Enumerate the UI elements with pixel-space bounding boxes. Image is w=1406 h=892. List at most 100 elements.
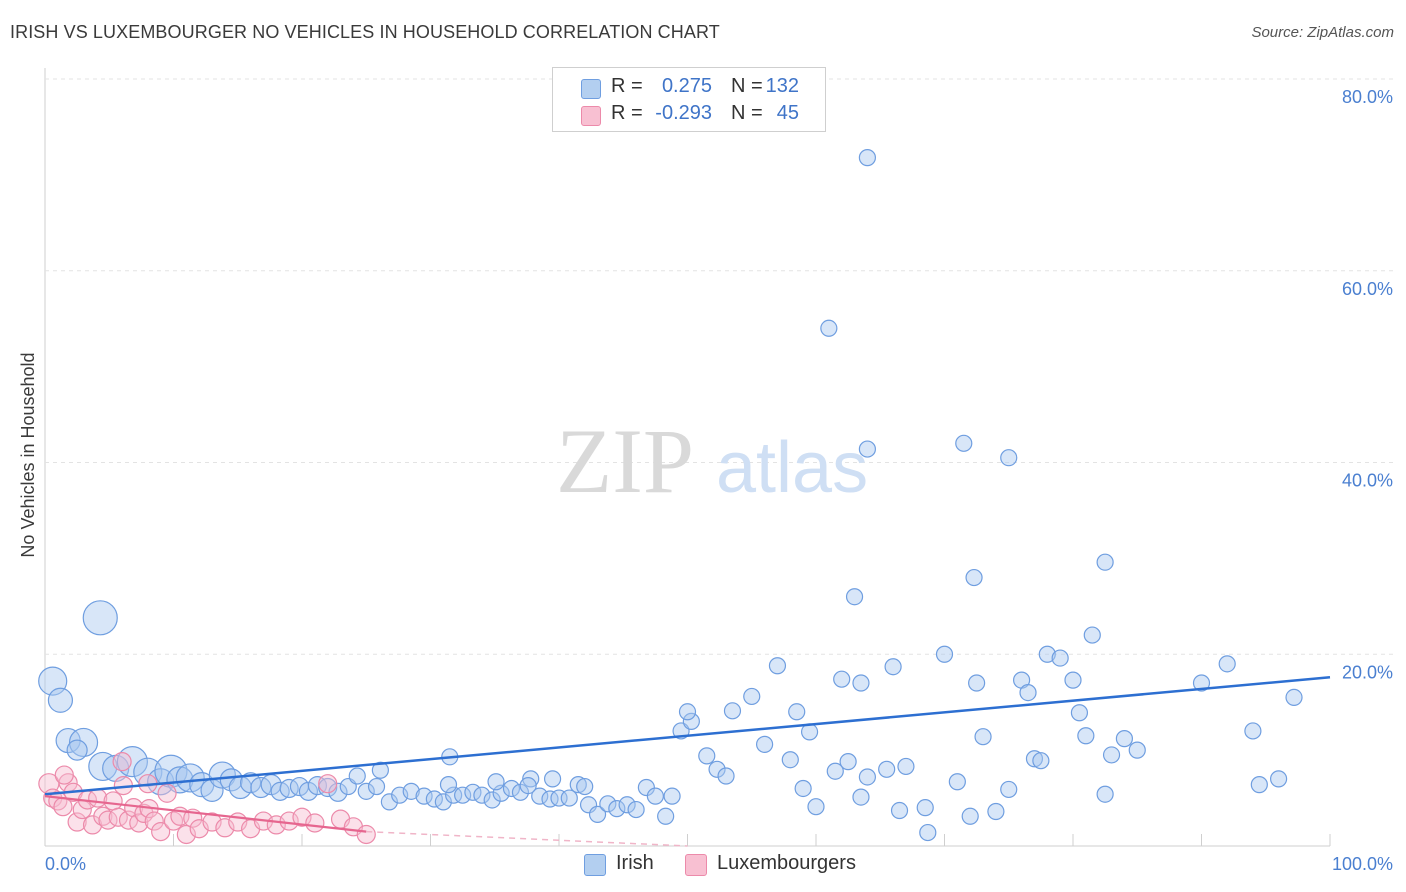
irish-point <box>402 782 420 800</box>
irish-point <box>1128 741 1146 759</box>
irish-point <box>454 786 472 804</box>
irish-point <box>717 767 735 785</box>
irish-point <box>682 712 700 730</box>
irish-legend-label: Irish <box>616 852 654 874</box>
irish-point <box>955 434 973 452</box>
irish-point <box>116 746 148 778</box>
irish-point <box>627 800 645 819</box>
luxembourger-point <box>157 783 177 803</box>
irish-point <box>987 802 1005 821</box>
y-tick-label: 40.0% <box>1342 471 1393 491</box>
luxembourger-point <box>54 765 74 785</box>
irish-point <box>1019 683 1037 702</box>
luxembourger-point <box>129 813 149 833</box>
irish-point <box>852 674 870 692</box>
irish-point <box>473 786 491 804</box>
irish-point <box>743 687 761 706</box>
legend-lux-r: -0.293 <box>655 102 712 124</box>
irish-point <box>531 787 549 805</box>
irish-point <box>723 702 742 720</box>
legend-r-label: R = <box>611 75 643 97</box>
irish-point <box>576 777 594 796</box>
irish-point <box>483 791 501 809</box>
irish-point <box>646 787 664 805</box>
irish-point <box>1051 649 1069 667</box>
irish-point <box>1070 704 1089 722</box>
x-ticks <box>44 834 1331 846</box>
stats-legend: R = 0.275 N = 132 R = -0.293 N = 45 <box>552 67 826 132</box>
irish-point <box>371 761 389 779</box>
irish-point <box>240 772 262 794</box>
irish-point <box>519 776 537 795</box>
irish-point <box>657 807 675 825</box>
irish-point <box>1077 727 1095 745</box>
irish-point <box>965 568 983 587</box>
irish-point <box>755 735 774 753</box>
irish-point <box>1102 746 1121 764</box>
legend-row-irish: R = 0.275 N = 132 <box>553 75 825 103</box>
irish-point <box>852 788 870 806</box>
irish-point <box>884 658 902 676</box>
irish-point <box>588 805 607 823</box>
irish-point <box>219 768 243 792</box>
chart-title: IRISH VS LUXEMBOURGER NO VEHICLES IN HOU… <box>10 22 720 42</box>
trend-lines <box>44 676 1331 847</box>
legend-irish-r: 0.275 <box>661 75 712 97</box>
irish-point <box>487 773 505 791</box>
irish-point <box>1000 449 1018 467</box>
irish-point <box>434 793 452 811</box>
y-tick-label: 80.0% <box>1342 87 1393 107</box>
irish-point <box>1032 752 1050 770</box>
legend-lux-n: 45 <box>776 102 799 124</box>
legend-n-label: N = <box>731 102 763 124</box>
irish-point <box>919 823 937 842</box>
irish-point <box>1115 730 1134 748</box>
irish-point <box>47 687 74 713</box>
chart-source: Source: ZipAtlas.com <box>1251 24 1394 41</box>
irish-point <box>348 767 366 785</box>
legend-n-label: N = <box>731 75 763 97</box>
watermark-atlas: atlas <box>716 428 868 508</box>
luxembourger-point <box>67 812 87 832</box>
irish-point <box>445 786 463 804</box>
irish-point <box>415 787 433 805</box>
irish-point <box>599 795 617 813</box>
irish-point <box>968 674 986 692</box>
luxembourger-legend-label: Luxembourgers <box>717 852 856 874</box>
irish-point <box>1025 750 1044 768</box>
irish-legend-swatch <box>584 854 606 876</box>
irish-point <box>608 800 626 818</box>
irish-point <box>826 762 844 780</box>
irish-point <box>618 796 636 814</box>
luxembourger-point <box>112 752 132 772</box>
luxembourger-point <box>93 806 113 826</box>
irish-point <box>1000 780 1018 799</box>
y-tick-label: 20.0% <box>1342 662 1393 682</box>
irish-point <box>663 787 681 805</box>
irish-point <box>560 789 578 807</box>
luxembourger-point <box>151 822 171 842</box>
legend-row-luxembourgers: R = -0.293 N = 45 <box>553 102 825 130</box>
irish-point <box>794 779 812 798</box>
irish-point <box>897 757 915 776</box>
irish-point <box>543 770 562 788</box>
y-tick-labels: 20.0% 40.0% 60.0% 80.0% <box>1342 87 1393 682</box>
irish-point <box>698 747 716 765</box>
irish-point <box>878 760 896 778</box>
irish-point <box>1038 645 1056 663</box>
y-axis-label: No Vehicles in Household <box>18 352 38 557</box>
y-tick-label: 60.0% <box>1342 279 1393 299</box>
irish-point <box>637 778 655 797</box>
irish-point <box>974 728 992 746</box>
irish-point <box>439 776 458 794</box>
irish-point <box>1285 688 1303 706</box>
irish-point <box>357 782 375 800</box>
irish-point <box>935 645 954 663</box>
irish-point <box>858 149 877 167</box>
luxembourger-swatch <box>581 106 601 126</box>
irish-point <box>916 799 934 817</box>
irish-point <box>1250 776 1268 794</box>
x-tick-label-min: 0.0% <box>45 854 86 874</box>
irish-point <box>1192 674 1211 692</box>
luxembourger-point <box>144 811 164 831</box>
